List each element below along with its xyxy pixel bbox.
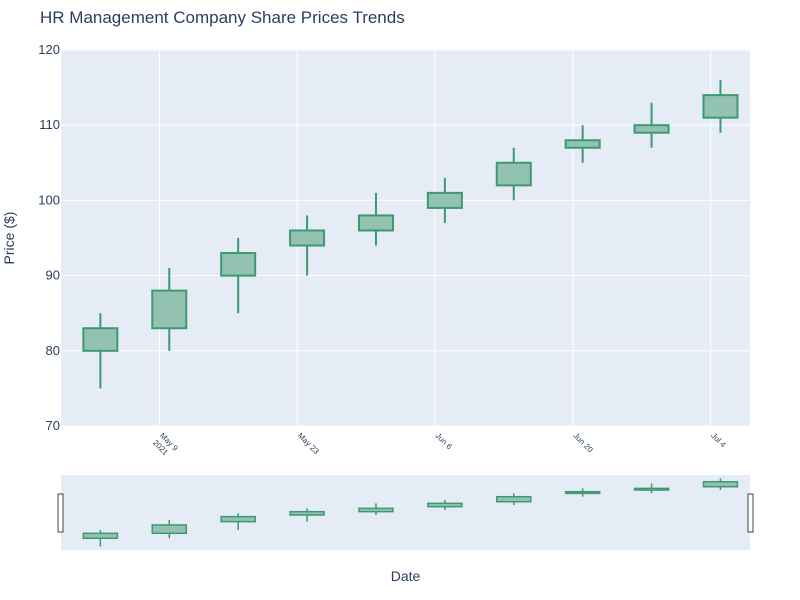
candle-body [564, 139, 601, 149]
candle-body [633, 124, 670, 134]
y-tick-label: 70 [46, 418, 60, 433]
candle-body [151, 289, 188, 330]
range-slider[interactable] [61, 475, 750, 550]
x-tick-label: Jul 4 [709, 431, 728, 450]
y-tick-label: 80 [46, 343, 60, 358]
range-slider-right-handle[interactable] [747, 493, 754, 533]
candle-body [426, 191, 463, 209]
y-tick-label: 90 [46, 268, 60, 283]
candle[interactable] [82, 313, 119, 389]
slider-candle-body [151, 524, 188, 535]
plot-area [61, 50, 750, 426]
range-slider-candles [82, 478, 739, 547]
candle[interactable] [289, 215, 326, 276]
candle[interactable] [564, 125, 601, 163]
y-axis-title: Price ($) [1, 212, 17, 265]
chart-title: HR Management Company Share Prices Trend… [40, 8, 405, 27]
range-slider-handles [57, 493, 754, 533]
slider-candle-body [220, 515, 256, 523]
slider-candle-body [289, 510, 325, 516]
x-tick-label: May 23 [296, 431, 321, 456]
range-slider-left-handle[interactable] [57, 493, 64, 533]
slider-candle-body [496, 495, 532, 503]
slider-candle-body [427, 502, 463, 508]
slider-candle-body [633, 487, 670, 491]
y-tick-label: 100 [38, 192, 60, 207]
candle[interactable] [357, 192, 394, 246]
y-tick-labels: 70 80 90 100 110 120 [38, 42, 60, 433]
candle[interactable] [426, 177, 463, 223]
x-tick-label: Jun 6 [434, 431, 455, 452]
candle[interactable] [633, 102, 670, 148]
grid-lines [61, 49, 750, 427]
y-tick-label: 120 [38, 42, 60, 57]
candle-body [289, 229, 326, 247]
candle-body [702, 94, 739, 119]
x-tick-label: May 92021 [151, 431, 180, 460]
candle-body [220, 252, 257, 277]
slider-candle-body [82, 532, 119, 540]
y-tick-label: 110 [39, 117, 60, 132]
slider-candle-body [358, 507, 394, 513]
x-tick-labels: May 92021 May 23 Jun 6 Jun 20 Jul 4 [151, 431, 728, 460]
candle[interactable] [151, 268, 188, 351]
candle[interactable] [220, 238, 257, 314]
candle-body [82, 327, 119, 352]
candle-body [495, 161, 532, 187]
x-tick-label: Jun 20 [571, 431, 595, 455]
candles [82, 80, 739, 389]
candle[interactable] [702, 80, 739, 133]
slider-candle-body [702, 480, 739, 488]
candle-body [357, 214, 394, 232]
slider-candle-body [564, 490, 601, 495]
candle[interactable] [495, 147, 532, 201]
x-axis-title: Date [391, 568, 421, 584]
